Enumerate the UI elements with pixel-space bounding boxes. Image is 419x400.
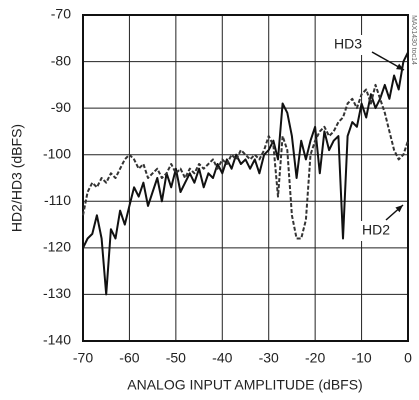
x-tick-label: -10 [351, 350, 371, 366]
y-tick-label: -80 [51, 52, 71, 68]
label-bg [356, 221, 396, 241]
x-tick-label: -60 [119, 350, 139, 366]
x-tick-label: -50 [166, 350, 186, 366]
series-label: HD2 [362, 222, 390, 238]
label-bg [328, 35, 368, 55]
data-line [82, 51, 409, 296]
x-tick-label: -20 [305, 350, 325, 366]
series-label: HD3 [334, 36, 362, 52]
data-line [82, 83, 409, 240]
y-tick-label: -70 [51, 6, 71, 22]
x-tick-label: 0 [404, 350, 412, 366]
y-tick-label: -90 [51, 99, 71, 115]
x-tick-label: -40 [212, 350, 232, 366]
x-tick-label: -70 [73, 350, 93, 366]
arrow-head [396, 63, 404, 70]
y-tick-label: -120 [43, 239, 71, 255]
y-tick-label: -110 [44, 192, 71, 208]
x-axis-title: ANALOG INPUT AMPLITUDE (dBFS) [127, 377, 362, 393]
x-tick-label: -30 [259, 350, 279, 366]
plot-frame [82, 14, 409, 342]
y-tick-label: -130 [43, 285, 71, 301]
watermark: MAX1430 toc14 [410, 15, 417, 65]
arrow-head [395, 205, 403, 213]
y-axis-title: HD2/HD3 (dBFS) [9, 124, 25, 232]
y-tick-label: -100 [43, 145, 71, 161]
y-tick-label: -140 [43, 332, 71, 348]
